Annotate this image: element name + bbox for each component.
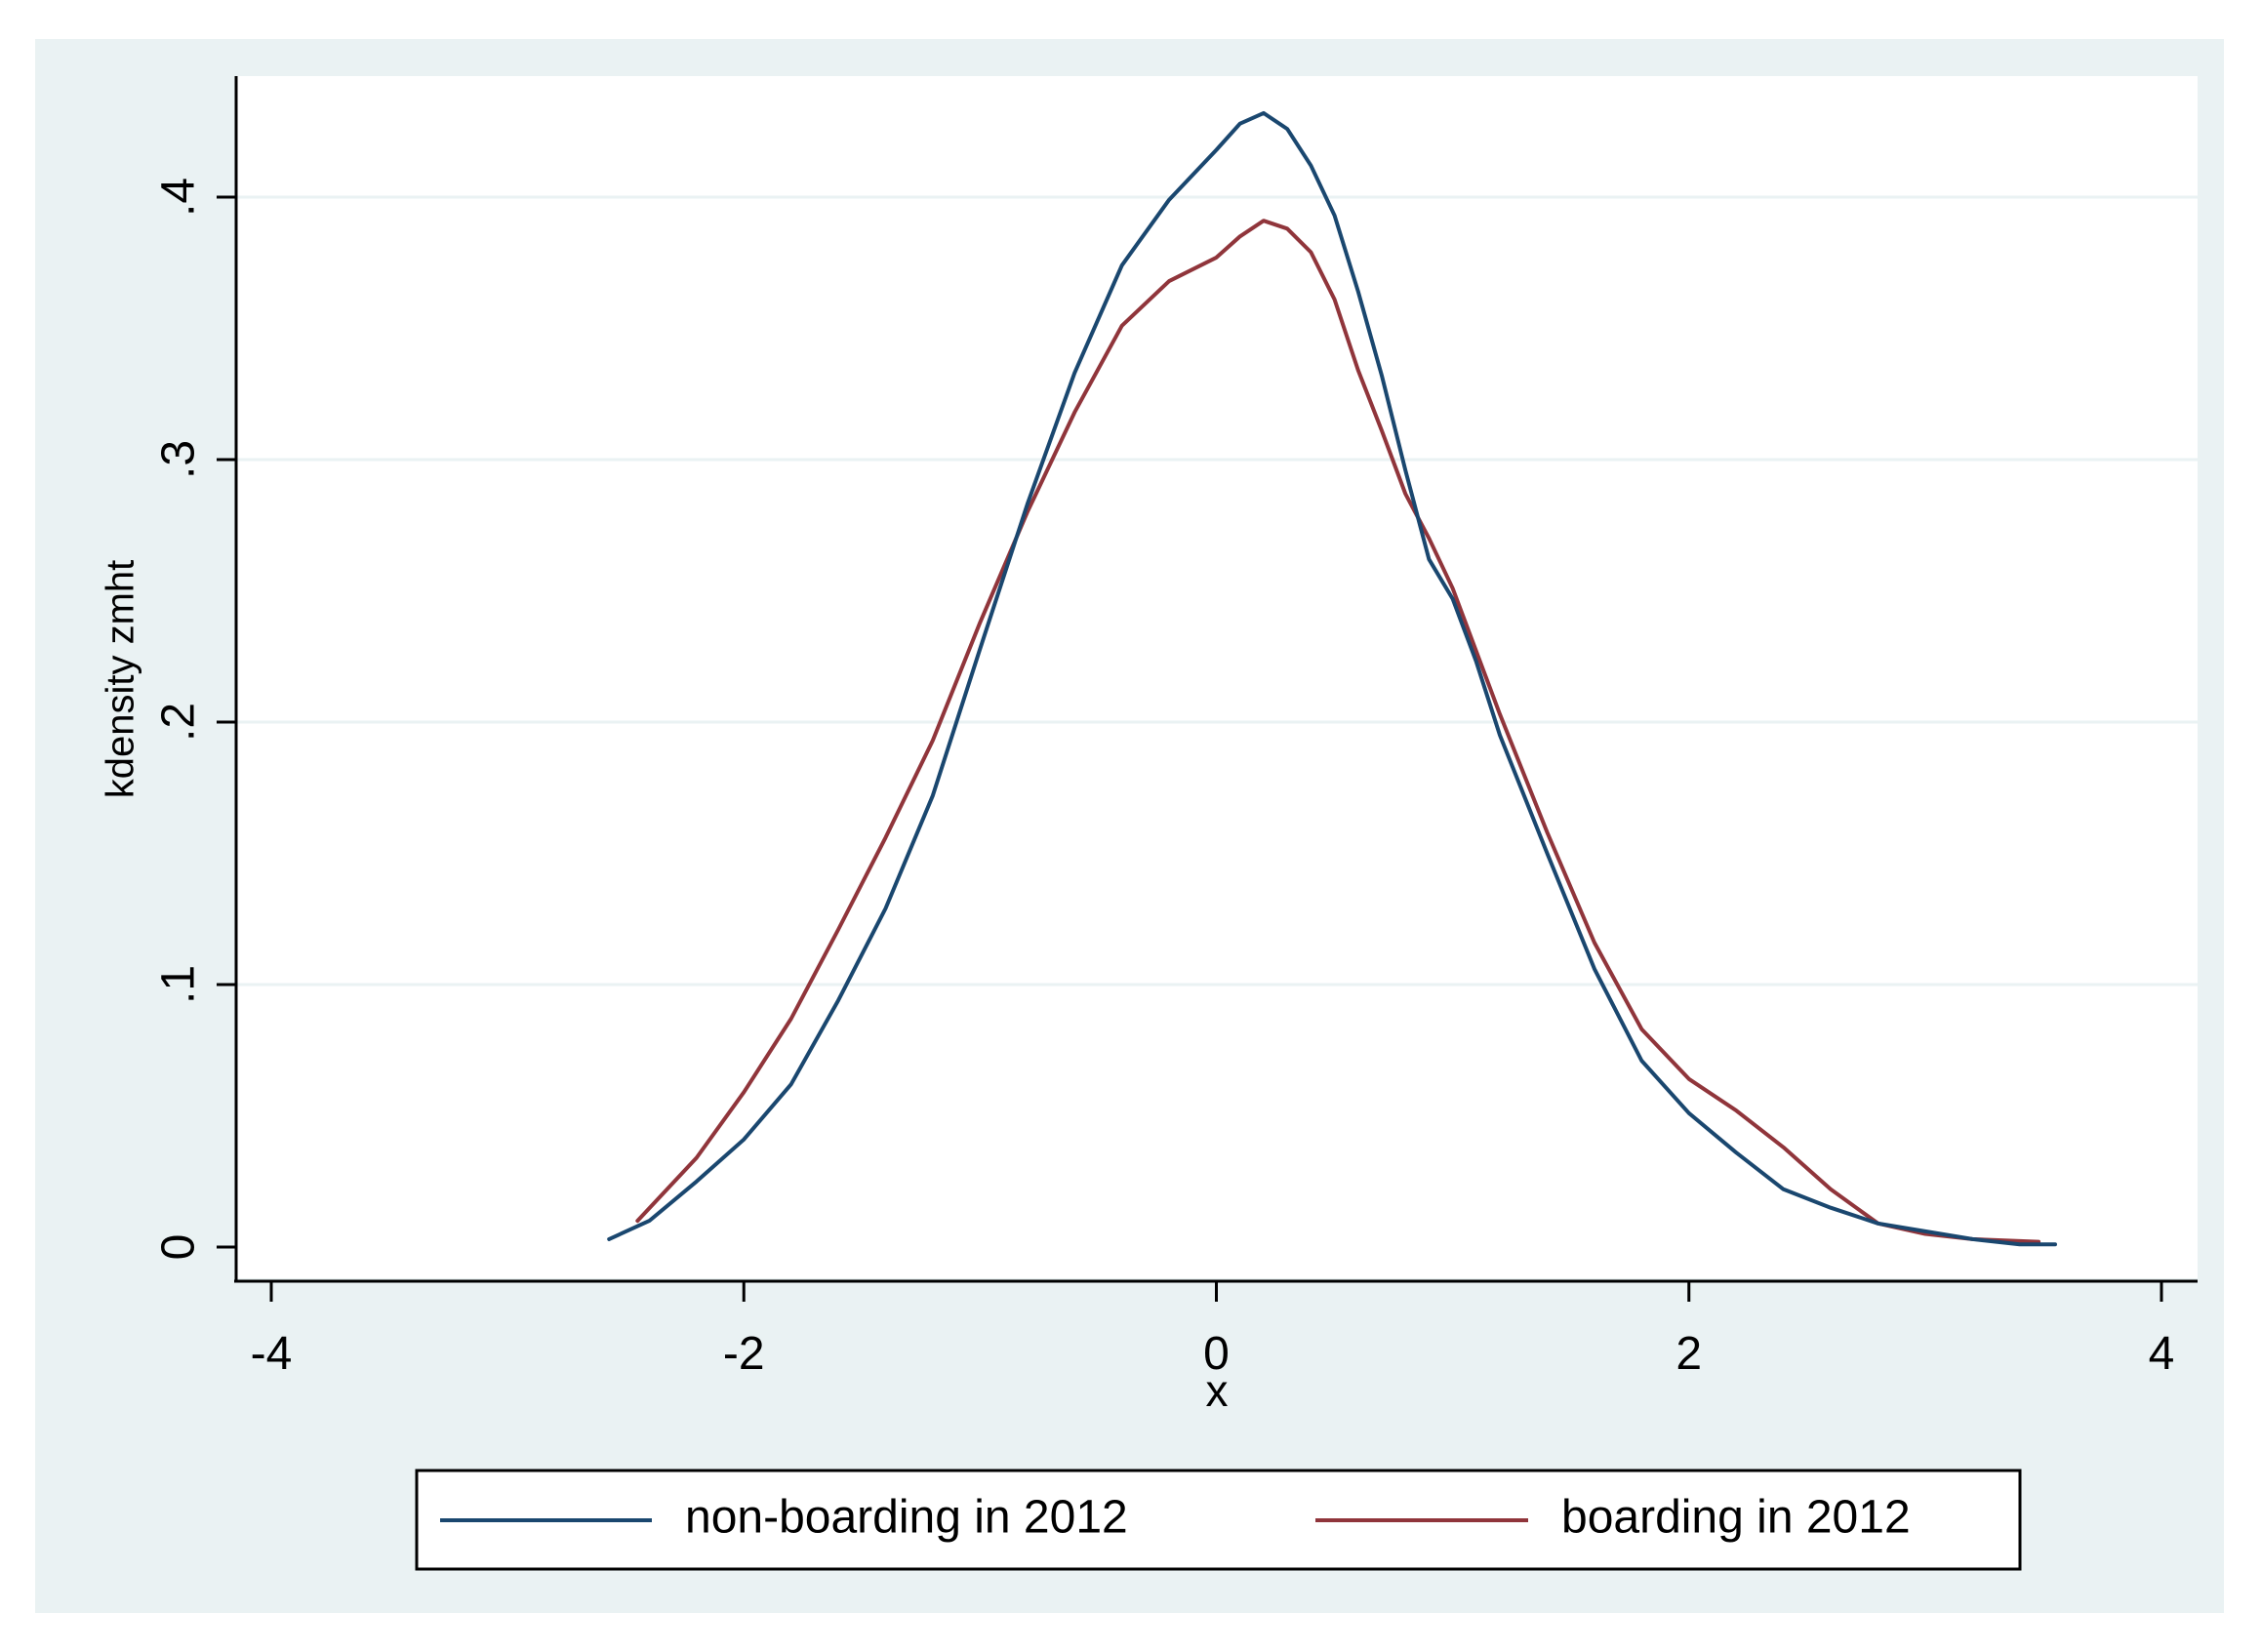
y-axis-title: kdensity zmht bbox=[100, 560, 142, 799]
axis-ticks: 0 .1 .2 .3 .4 -4 -2 0 2 4 bbox=[153, 178, 2175, 1380]
y-tick-label: .4 bbox=[153, 178, 205, 217]
y-tick-label: .3 bbox=[153, 440, 205, 479]
x-axis-title: x bbox=[1206, 1365, 1229, 1416]
x-tick-label: 0 bbox=[1203, 1328, 1230, 1380]
y-tick-label: .2 bbox=[153, 703, 205, 742]
plot-background bbox=[236, 76, 2198, 1278]
y-tick-label: .1 bbox=[153, 965, 205, 1004]
gridlines bbox=[236, 195, 2198, 987]
x-tick-label: -4 bbox=[251, 1328, 293, 1380]
legend: non-boarding in 2012 boarding in 2012 bbox=[415, 1469, 2022, 1571]
legend-label-non-boarding: non-boarding in 2012 bbox=[685, 1492, 1128, 1544]
series-layer bbox=[607, 110, 2057, 1247]
legend-box bbox=[415, 1469, 2022, 1571]
y-tick-label: 0 bbox=[153, 1234, 205, 1261]
x-tick-label: 2 bbox=[1676, 1328, 1702, 1380]
series-line-boarding bbox=[635, 219, 2041, 1244]
series-line-non-boarding bbox=[607, 110, 2057, 1247]
legend-label-boarding: boarding in 2012 bbox=[1561, 1492, 1911, 1544]
x-tick-label: 4 bbox=[2149, 1328, 2175, 1380]
x-tick-label: -2 bbox=[723, 1328, 765, 1380]
